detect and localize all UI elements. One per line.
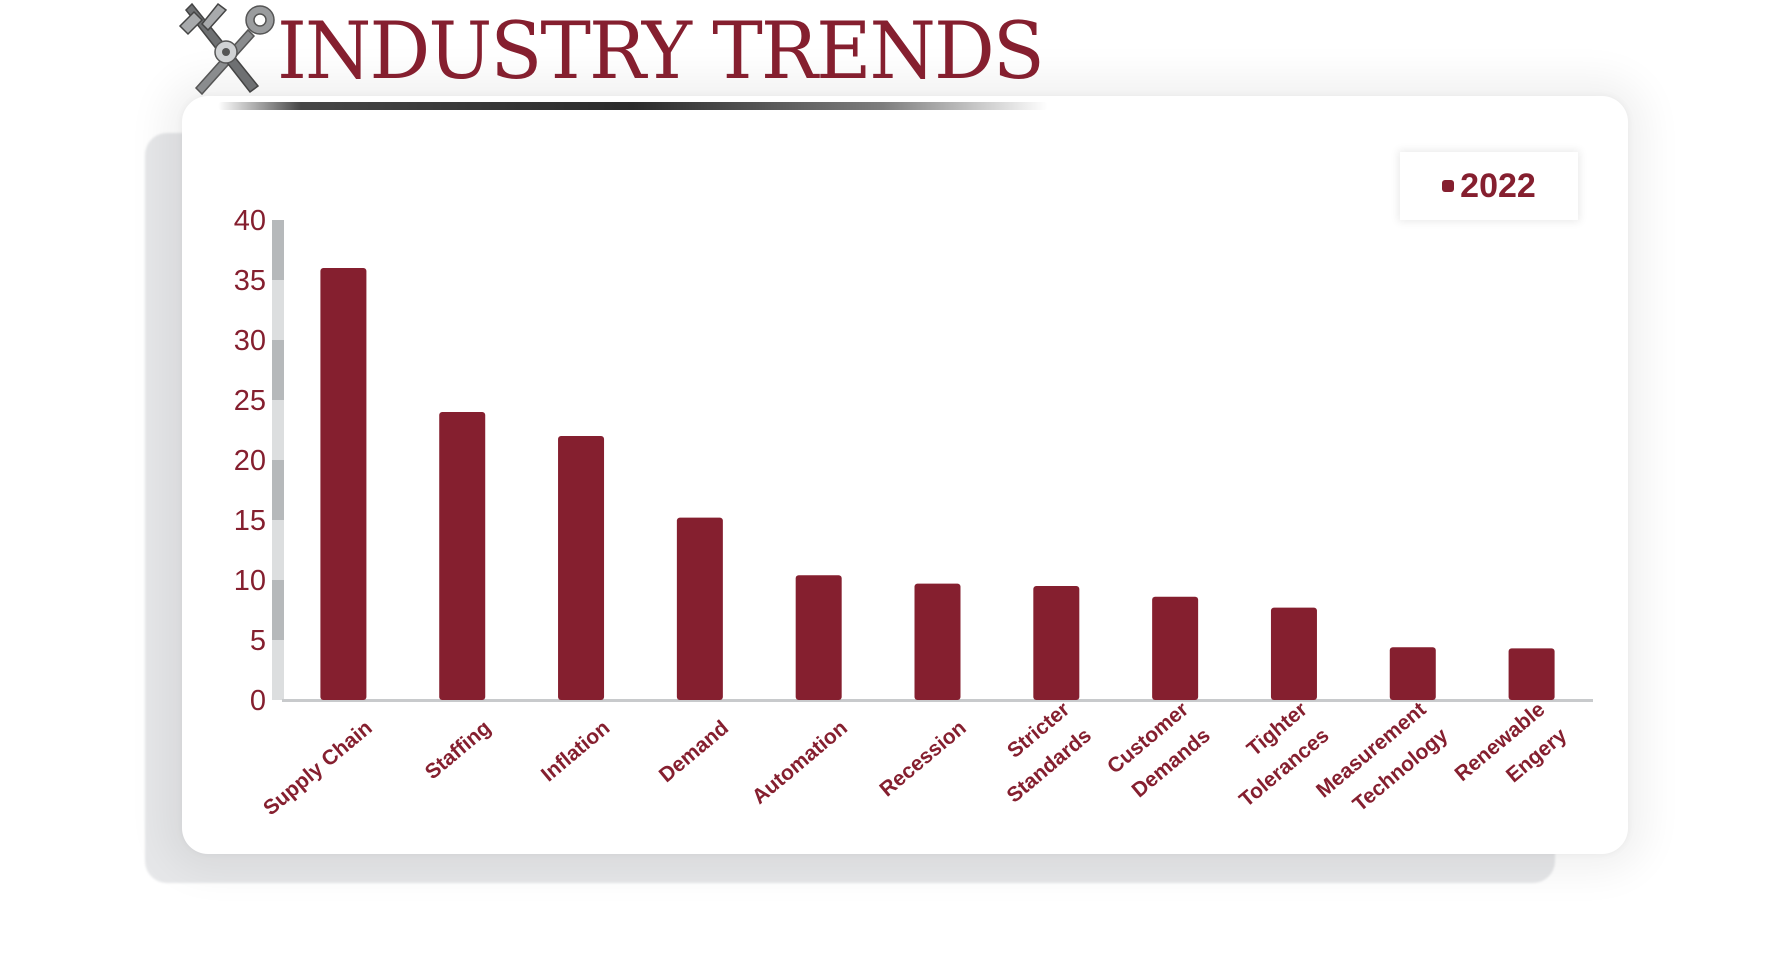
y-axis-band-segment [272, 400, 284, 460]
legend-swatch [1442, 180, 1455, 192]
bar [439, 412, 486, 700]
calipers-and-wrench-icon [178, 2, 275, 96]
y-axis-band-segment [272, 460, 284, 520]
y-axis-band-segment [272, 520, 284, 580]
y-axis-band-segment [272, 580, 284, 640]
legend-label: 2022 [1460, 166, 1536, 205]
bar [320, 268, 367, 700]
y-axis-band-segment [272, 340, 284, 400]
bar [1270, 607, 1317, 700]
header: INDUSTRY TRENDS [178, 0, 1078, 115]
y-axis-band-segment [272, 280, 284, 340]
y-tick-label: 40 [234, 205, 266, 237]
page-title: INDUSTRY TRENDS [277, 5, 1045, 97]
x-category-label: Supply Chain [259, 716, 377, 820]
y-tick-label: 20 [234, 445, 266, 477]
x-category-label: Staffing [421, 716, 496, 784]
bar [795, 575, 842, 700]
y-tick-label: 0 [250, 685, 266, 717]
bar [1508, 648, 1555, 700]
y-tick-label: 35 [234, 265, 266, 297]
x-category-label: Recession [875, 716, 970, 801]
x-category-label-line: Automation [748, 716, 852, 809]
bar [914, 583, 961, 700]
x-category-label: Inflation [537, 716, 614, 786]
bar [1152, 596, 1199, 700]
x-category-label-line: Recession [875, 716, 970, 801]
y-axis-band-segment [272, 640, 284, 700]
bar [676, 517, 723, 700]
y-tick-label: 15 [234, 505, 266, 537]
y-tick-label: 5 [250, 625, 266, 657]
x-category-label-line: Staffing [421, 716, 496, 784]
y-tick-label: 10 [234, 565, 266, 597]
legend: 2022 [1400, 152, 1578, 220]
chart-card [182, 96, 1628, 854]
x-category-label-line: Demand [655, 716, 733, 787]
x-category-label: Automation [748, 716, 852, 809]
x-axis-baseline [282, 699, 1593, 702]
title-underline [218, 102, 1048, 110]
x-category-label: Demand [655, 716, 733, 787]
bar [558, 436, 605, 700]
y-axis-band-segment [272, 220, 284, 280]
x-category-label-line: Supply Chain [259, 716, 377, 820]
bar [1389, 647, 1436, 700]
y-tick-label: 25 [234, 385, 266, 417]
bar [1033, 586, 1080, 700]
x-category-label-line: Inflation [537, 716, 614, 786]
y-tick-label: 30 [234, 325, 266, 357]
